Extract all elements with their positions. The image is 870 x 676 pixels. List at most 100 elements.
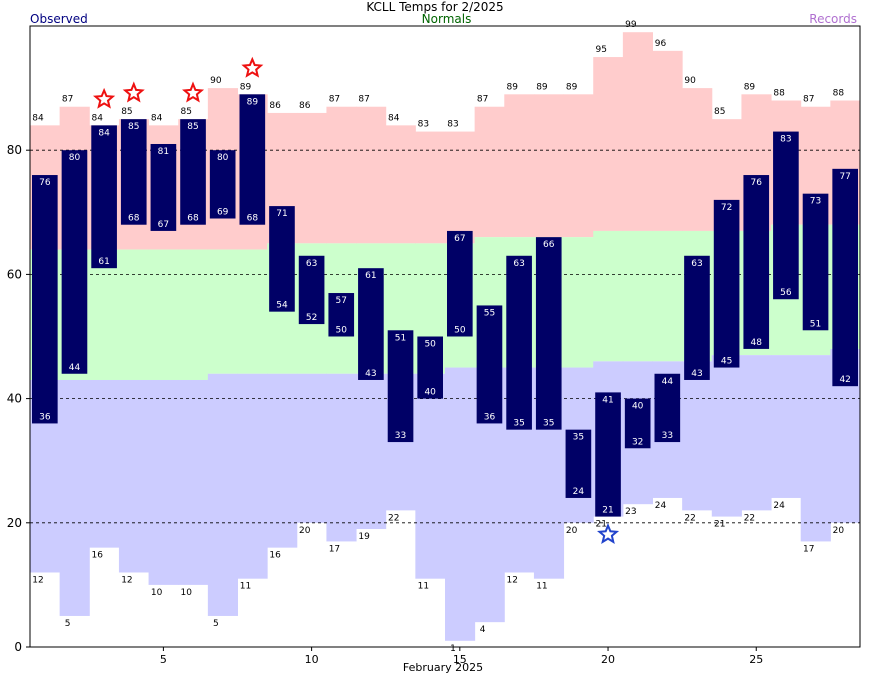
record-low-label: 19 (358, 532, 370, 542)
record-high-star-icon (241, 56, 264, 78)
record-high-label: 84 (151, 113, 163, 123)
observed-low-label: 68 (187, 214, 199, 224)
record-low-label: 5 (213, 619, 219, 629)
record-high-label: 95 (595, 45, 606, 55)
value-labels-layer: 7636841280448758461841685688512816784108… (32, 20, 851, 654)
observed-high-label: 85 (128, 122, 139, 132)
observed-low-label: 35 (513, 419, 524, 429)
observed-bar (713, 199, 740, 368)
observed-bar (506, 255, 532, 430)
record-high-label: 87 (477, 95, 488, 105)
observed-high-label: 77 (839, 172, 850, 182)
observed-bar (595, 392, 621, 517)
record-low-label: 20 (566, 526, 578, 536)
observed-bar (684, 255, 710, 380)
observed-low-label: 44 (69, 363, 81, 373)
observed-low-label: 33 (662, 431, 673, 441)
record-low-label: 12 (121, 575, 132, 585)
record-low-label: 4 (480, 625, 486, 635)
record-low-label: 24 (655, 501, 667, 511)
y-tick-label: 80 (7, 143, 22, 157)
record-low-band (711, 355, 742, 517)
observed-bar (447, 230, 473, 337)
observed-bar (624, 398, 651, 449)
observed-low-label: 50 (454, 326, 466, 336)
record-high-label: 85 (121, 107, 132, 117)
record-high-star-icon (122, 81, 145, 103)
observed-bar (832, 168, 858, 387)
record-high-label: 88 (773, 89, 785, 99)
observed-bar (239, 94, 266, 225)
observed-high-label: 44 (662, 377, 674, 387)
observed-low-label: 67 (158, 220, 169, 230)
record-high-label: 83 (418, 120, 429, 130)
normal-band (622, 230, 653, 362)
observed-high-label: 41 (602, 395, 613, 405)
record-high-band (415, 131, 446, 244)
observed-bar (476, 305, 503, 424)
observed-bar (150, 143, 177, 231)
observed-bar (654, 373, 681, 443)
record-high-band (622, 32, 653, 231)
observed-low-label: 54 (276, 301, 288, 311)
record-high-label: 96 (655, 39, 667, 49)
record-high-label: 87 (62, 95, 73, 105)
y-tick-label: 20 (7, 516, 22, 530)
y-tick-label: 0 (14, 640, 22, 654)
observed-low-label: 68 (128, 214, 140, 224)
observed-high-label: 80 (69, 153, 81, 163)
record-low-band (326, 373, 357, 542)
record-low-label: 24 (773, 501, 785, 511)
record-high-label: 86 (269, 101, 281, 111)
observed-bar (269, 206, 295, 312)
record-low-band (682, 361, 713, 511)
gridlines-layer (30, 149, 860, 524)
record-low-label: 20 (299, 526, 311, 536)
legend-records: Records (809, 12, 857, 26)
observed-bar (417, 336, 443, 399)
record-low-band (59, 379, 90, 616)
record-low-label: 17 (329, 544, 340, 554)
record-high-label: 89 (536, 82, 548, 92)
observed-bar (209, 150, 236, 219)
normal-band (118, 249, 150, 380)
observed-bar (61, 150, 88, 374)
observed-bar (298, 255, 325, 325)
record-high-band (474, 106, 505, 238)
normal-band (593, 230, 624, 362)
observed-low-label: 32 (632, 437, 643, 447)
record-low-label: 21 (714, 520, 725, 530)
record-high-label: 90 (210, 76, 222, 86)
observed-bar (802, 193, 829, 331)
record-high-band (504, 94, 535, 238)
observed-bar (328, 293, 355, 337)
record-low-label: 11 (240, 582, 251, 592)
record-high-label: 89 (744, 82, 756, 92)
observed-low-label: 48 (751, 338, 763, 348)
observed-bar (535, 237, 562, 430)
record-high-label: 86 (299, 101, 311, 111)
record-high-label: 83 (447, 120, 458, 130)
record-high-label: 89 (566, 82, 578, 92)
x-tick-label: 5 (160, 653, 167, 666)
record-high-band (296, 112, 327, 244)
observed-high-label: 84 (98, 128, 110, 138)
record-low-star-icon (597, 522, 620, 545)
record-low-label: 12 (32, 575, 43, 585)
record-low-band (148, 379, 179, 585)
observed-low-label: 24 (573, 487, 585, 497)
observed-low-label: 56 (780, 288, 792, 298)
record-low-label: 5 (65, 619, 71, 629)
record-high-band (326, 106, 357, 244)
observed-bar (91, 125, 117, 269)
observed-bars-layer (32, 94, 858, 517)
observed-high-label: 40 (632, 402, 644, 412)
record-high-label: 85 (714, 107, 725, 117)
record-low-band (415, 373, 446, 579)
observed-high-label: 57 (336, 296, 347, 306)
observed-low-label: 52 (306, 313, 317, 323)
record-low-band (800, 355, 831, 542)
record-stars-layer (92, 56, 620, 545)
